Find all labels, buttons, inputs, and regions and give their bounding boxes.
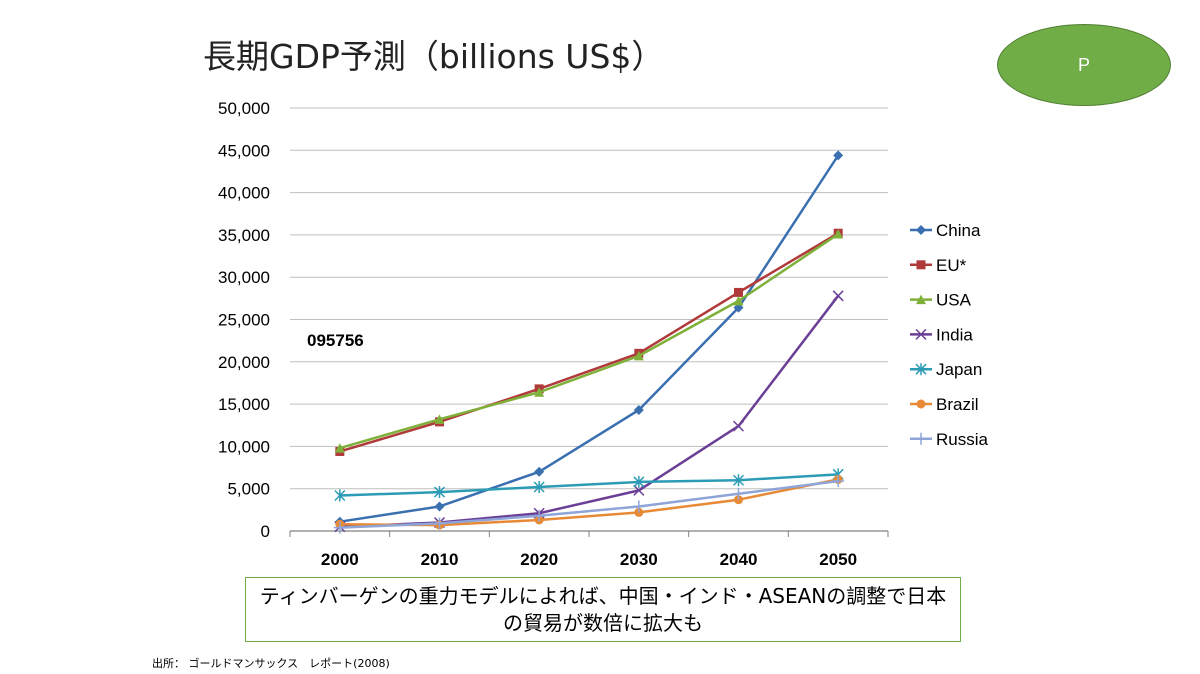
series-line-russia [339, 479, 839, 529]
legend-label: Russia [936, 430, 989, 449]
legend-marker [916, 260, 926, 270]
legend-label: Brazil [936, 395, 979, 414]
data-point-usa [334, 443, 345, 453]
x-tick-label: 2010 [421, 550, 459, 569]
legend-entry-china: China [910, 221, 981, 240]
data-point-japan [334, 489, 346, 502]
y-tick-label: 15,000 [218, 395, 270, 414]
y-tick-label: 30,000 [218, 268, 270, 287]
y-tick-label: 35,000 [218, 226, 270, 245]
data-point-japan [433, 486, 446, 499]
legend-label: India [936, 325, 973, 344]
data-point-india [633, 484, 645, 496]
data-point-japan [633, 475, 645, 488]
legend-entry-usa: USA [910, 291, 972, 310]
data-point-japan [533, 481, 545, 494]
x-tick-label: 2020 [520, 550, 558, 569]
y-tick-label: 5,000 [227, 480, 270, 499]
data-point-china [534, 466, 545, 477]
p-badge-label: P [1077, 54, 1090, 75]
y-tick-label: 0 [261, 522, 270, 541]
p-badge[interactable]: P [997, 24, 1171, 106]
legend-label: EU* [936, 256, 967, 275]
legend-label: USA [936, 291, 972, 310]
data-point-russia [433, 517, 446, 530]
series-line-usa [339, 233, 839, 450]
data-point-usa [833, 229, 844, 239]
data-point-china [833, 150, 844, 161]
data-point-russia [632, 500, 645, 513]
note-text: ティンバーゲンの重力モデルによれば、中国・インド・ASEANの調整で日本の貿易が… [259, 583, 947, 635]
data-point-russia [832, 475, 845, 488]
x-tick-label: 2000 [321, 550, 359, 569]
data-point-usa [633, 350, 644, 361]
legend-marker [916, 399, 926, 409]
series-line-eu [339, 232, 839, 453]
data-point-russia [533, 509, 546, 522]
source-text: 出所： ゴールドマンサックス レポート(2008) [152, 657, 390, 670]
legend-marker [916, 294, 926, 305]
y-tick-label: 45,000 [218, 141, 270, 160]
x-tick-label: 2040 [720, 550, 758, 569]
legend-entry-brazil: Brazil [910, 395, 979, 414]
series-line-japan [339, 473, 839, 497]
data-point-russia [333, 521, 346, 534]
x-tick-label: 2050 [819, 550, 857, 569]
data-point-japan [732, 474, 745, 487]
legend-entry-india: India [910, 325, 973, 344]
data-point-china [434, 501, 445, 512]
y-tick-label: 20,000 [218, 353, 270, 372]
legend-label: China [936, 221, 981, 240]
note-box: ティンバーゲンの重力モデルによれば、中国・インド・ASEANの調整で日本の貿易が… [245, 577, 961, 642]
data-point-india [732, 420, 745, 432]
y-tick-label: 10,000 [218, 437, 270, 456]
y-tick-label: 25,000 [218, 311, 270, 330]
legend-marker [915, 363, 927, 376]
data-point-usa [434, 414, 445, 424]
legend-marker [915, 328, 927, 340]
data-point-india [832, 290, 844, 302]
legend-entry-russia: Russia [910, 430, 989, 449]
data-point-usa [534, 387, 545, 397]
series-line-china [339, 154, 840, 523]
legend-marker [915, 432, 927, 445]
x-tick-label: 2030 [620, 550, 658, 569]
data-point-eu [734, 287, 743, 297]
chart-annotation-code: 095756 [307, 331, 364, 350]
y-tick-label: 40,000 [218, 184, 270, 203]
data-point-china [633, 405, 644, 416]
legend-marker [916, 225, 926, 235]
y-tick-label: 50,000 [218, 99, 270, 118]
page-title: 長期GDP予測（billions US$） [203, 37, 665, 76]
legend-entry-eu: EU* [910, 256, 967, 275]
legend-label: Japan [936, 360, 982, 379]
data-point-usa [733, 295, 744, 306]
legend-entry-japan: Japan [910, 360, 982, 379]
data-point-russia [732, 487, 745, 500]
